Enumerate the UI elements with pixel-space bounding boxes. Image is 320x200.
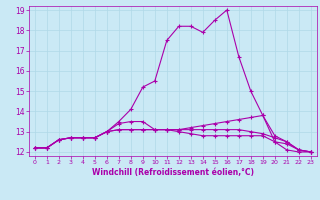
X-axis label: Windchill (Refroidissement éolien,°C): Windchill (Refroidissement éolien,°C) xyxy=(92,168,254,177)
